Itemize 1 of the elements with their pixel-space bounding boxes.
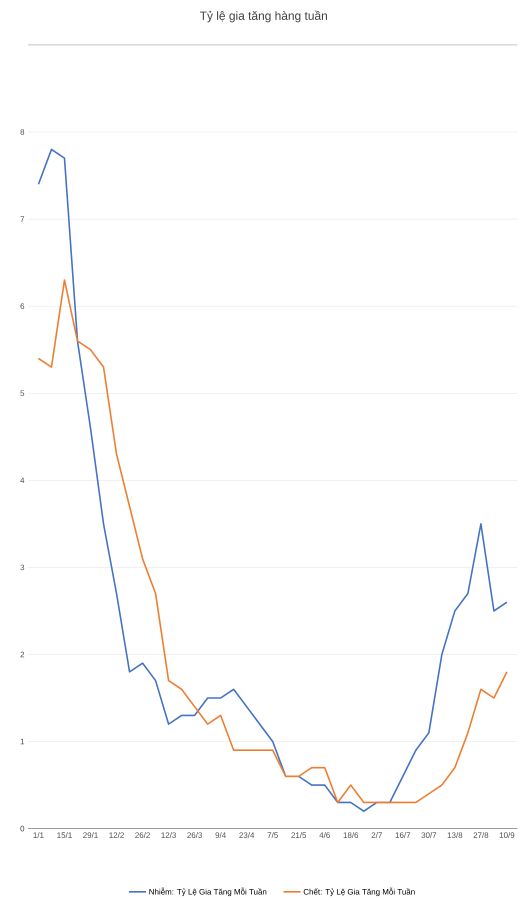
chart-title: Tỷ lệ gia tăng hàng tuần bbox=[200, 10, 327, 22]
